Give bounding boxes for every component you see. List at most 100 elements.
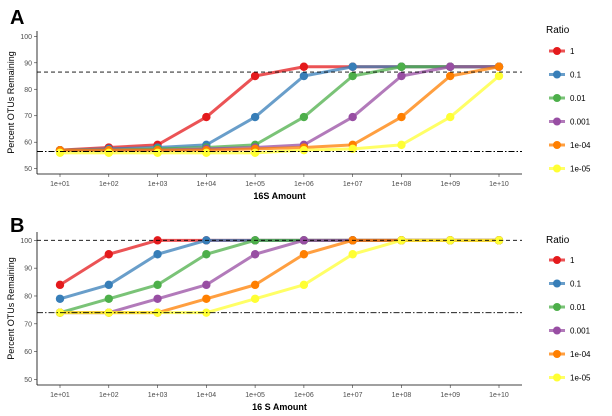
data-point [104,250,113,259]
data-point [250,280,260,290]
legend-item: 0.01 [549,303,586,312]
legend-key-point [553,70,561,79]
legend-label: 1e-05 [570,165,591,174]
legend-key-point [553,373,561,382]
legend-key-point [553,303,561,311]
data-point [299,145,309,155]
legend-item: 0.1 [549,279,582,289]
data-point [250,148,260,158]
data-point [299,71,309,81]
data-point [299,62,309,71]
x-tick-label: 1e+03 [148,181,168,188]
data-point [153,250,162,259]
data-point [202,148,211,158]
data-point [397,140,406,150]
x-tick-label: 1e+09 [440,181,460,188]
series-line-5 [60,238,499,315]
data-point [494,62,504,71]
x-tick-label: 1e+03 [148,392,168,399]
series-line-2 [59,238,499,315]
y-tick-label: 100 [20,238,32,245]
legend-key-point [553,141,561,149]
legend-item: 1e-04 [549,350,591,359]
data-point [299,280,309,290]
legend-item: 1e-04 [549,141,591,150]
x-tick-label: 1e+05 [245,392,265,399]
legend-label: 0.1 [570,280,582,289]
x-tick-label: 1e+08 [392,181,412,188]
x-tick-label: 1e+05 [245,181,265,188]
legend-key-point [553,350,561,358]
data-point [446,62,455,71]
data-point [348,250,357,259]
legend-key-point [553,47,561,55]
data-point [348,62,357,71]
series-line-3 [60,65,499,152]
x-tick-label: 1e+01 [50,181,70,188]
x-tick-label: 1e+04 [196,181,216,188]
x-axis-title: 16S Amount [253,191,305,201]
data-point [299,250,309,259]
x-tick-label: 1e+06 [294,392,314,399]
legend-label: 0.01 [570,303,586,312]
legend-key-point [553,94,561,102]
data-point [250,250,260,259]
y-tick-label: 70 [24,113,32,120]
y-tick-label: 90 [24,60,32,67]
legend-label: 0.001 [570,118,591,127]
data-point [250,112,260,122]
legend-label: 1e-04 [570,141,591,150]
data-point [348,71,357,81]
data-point [202,294,211,303]
y-tick-label: 70 [24,321,32,328]
legend-item: 1 [549,256,575,265]
legend-key-point [553,117,561,126]
y-tick-label: 80 [24,293,32,300]
data-point [55,294,65,303]
y-tick-label: 50 [24,166,32,173]
y-tick-label: 90 [24,266,32,273]
data-point [299,112,309,122]
legend-item: 0.001 [549,117,591,127]
data-point [55,148,65,158]
data-point [446,112,455,122]
series-line-3 [60,238,499,315]
series-line-2 [60,65,499,152]
legend-item: 1e-05 [549,373,591,383]
y-axis-title: Percent OTUs Remaining [6,257,16,360]
legend-label: 1e-04 [570,350,591,359]
legend-item: 1 [549,47,575,56]
y-tick-label: 60 [24,140,32,147]
legend: Ratio 1 0.1 0.01 0.001 1e-04 1e-05 [546,25,591,174]
legend-label: 1e-05 [570,374,591,383]
legend-title: Ratio [546,25,570,36]
legend-key-point [553,164,561,173]
legend: Ratio 1 0.1 0.01 0.001 1e-04 1e-05 [546,235,591,383]
legend-label: 1 [570,47,575,56]
data-point [348,112,357,122]
panel-tag: B [10,215,24,237]
x-tick-label: 1e+07 [343,392,363,399]
data-point [104,294,113,303]
x-tick-label: 1e+09 [440,392,460,399]
legend-item: 0.01 [549,94,586,103]
x-tick-label: 1e+06 [294,181,314,188]
legend-label: 1 [570,256,575,265]
legend-item: 0.1 [549,70,582,80]
series-line-4 [60,65,500,152]
data-point [55,280,65,290]
x-tick-label: 1e+07 [343,181,363,188]
legend-key-point [553,256,561,264]
data-point [153,148,162,158]
series-line-5 [60,74,500,155]
data-point [397,71,406,81]
data-point [348,144,357,154]
y-tick-label: 50 [24,377,32,384]
legend-title: Ratio [546,235,570,246]
series-line-0 [59,65,499,152]
data-point [446,71,455,81]
legend-item: 0.001 [549,326,591,336]
legend-label: 0.001 [570,327,591,336]
data-point [153,294,162,303]
legend-key-point [553,279,561,288]
